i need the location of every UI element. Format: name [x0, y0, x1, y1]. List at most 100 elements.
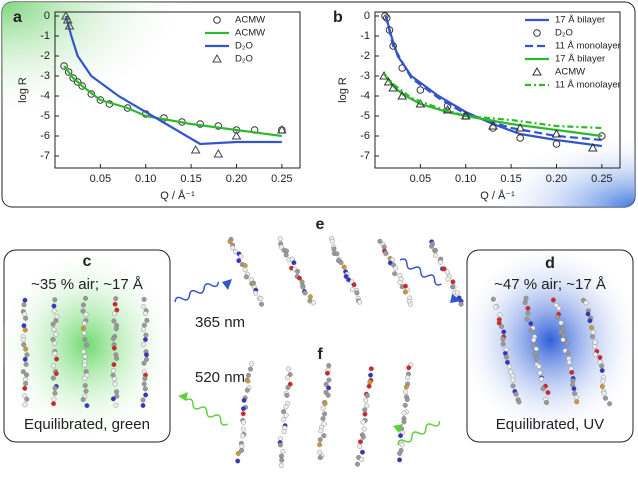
atom	[599, 368, 605, 374]
atom	[114, 355, 120, 361]
atom	[536, 363, 542, 369]
atom	[259, 301, 265, 307]
plot-area	[60, 10, 287, 158]
atom	[359, 449, 365, 455]
atom	[22, 327, 28, 333]
atom	[284, 392, 290, 398]
x-tick-label: 0.25	[271, 173, 292, 185]
atom	[240, 433, 246, 439]
atom	[243, 274, 249, 280]
x-tick-label: 0.15	[180, 173, 201, 185]
arrowhead	[178, 392, 188, 401]
atom	[142, 386, 148, 392]
atom	[322, 401, 328, 407]
atom	[54, 356, 60, 362]
atom	[533, 356, 539, 362]
atom	[245, 378, 251, 384]
atom	[300, 284, 306, 290]
data-point	[397, 90, 408, 100]
atom	[141, 381, 147, 387]
atom	[81, 330, 87, 336]
atom	[235, 458, 241, 464]
atom	[401, 410, 407, 416]
atom	[20, 369, 26, 375]
atom	[51, 396, 57, 402]
atom	[114, 307, 120, 313]
atom	[310, 300, 316, 306]
atom	[324, 370, 330, 376]
atom	[455, 290, 461, 296]
atom	[323, 381, 329, 387]
atom	[585, 311, 591, 317]
atom	[242, 267, 248, 273]
glow	[465, 250, 635, 430]
data-point	[415, 98, 426, 108]
atom	[22, 385, 28, 391]
y-tick-label: -2	[360, 50, 370, 62]
atom	[329, 238, 335, 244]
atom	[444, 269, 450, 275]
atom	[570, 378, 576, 384]
atom	[532, 351, 538, 357]
atom	[296, 275, 302, 281]
atom	[320, 405, 326, 411]
atom	[601, 390, 607, 396]
atom	[357, 299, 363, 305]
y-tick-label: -4	[360, 90, 370, 102]
atom	[307, 294, 313, 300]
atom	[499, 323, 505, 329]
atom	[143, 392, 149, 398]
atom	[490, 296, 496, 302]
panel-label: e	[316, 216, 325, 233]
atom	[80, 302, 86, 308]
atom	[504, 354, 510, 360]
atom	[23, 381, 29, 387]
atom	[291, 260, 297, 266]
data-point	[388, 82, 399, 92]
atom	[325, 392, 331, 398]
atom	[433, 252, 439, 258]
atom	[112, 311, 118, 317]
atom	[240, 411, 246, 417]
atom	[302, 290, 308, 296]
atom	[550, 297, 556, 303]
atom	[244, 387, 250, 393]
atom	[82, 362, 88, 368]
atom	[113, 296, 119, 302]
atom	[510, 383, 516, 389]
atom	[111, 318, 117, 324]
atom	[53, 318, 59, 324]
atom	[362, 411, 368, 417]
atom	[51, 308, 57, 314]
data-line	[64, 15, 282, 146]
atom	[141, 322, 147, 328]
atom	[377, 238, 383, 244]
y-tick-label: -6	[360, 130, 370, 142]
y-tick-label: -2	[40, 50, 50, 62]
atom	[359, 457, 365, 463]
y-tick-label: -4	[40, 90, 50, 102]
x-tick-label: 0.20	[546, 173, 567, 185]
atom	[285, 375, 291, 381]
arrowhead	[450, 294, 462, 303]
axis-title: Q / Å⁻¹	[160, 189, 195, 202]
atom	[524, 316, 530, 322]
atom	[607, 401, 613, 407]
atom	[558, 320, 564, 326]
atom	[22, 393, 28, 399]
atom	[531, 337, 537, 343]
atom	[82, 295, 88, 301]
atom	[111, 376, 117, 382]
atom	[278, 244, 284, 250]
y-tick-label: -6	[40, 130, 50, 142]
wavy-arrow	[174, 281, 220, 303]
wavelength: 520 nm	[195, 369, 245, 386]
atom	[573, 394, 579, 400]
atom	[513, 391, 519, 397]
atom	[357, 443, 363, 449]
atom	[52, 351, 58, 357]
plot-frame	[374, 11, 621, 169]
atom	[355, 461, 361, 467]
data-point	[552, 140, 561, 148]
